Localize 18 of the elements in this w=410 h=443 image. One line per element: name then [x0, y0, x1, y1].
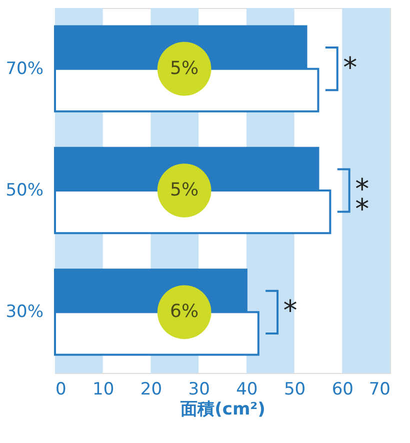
y-tick-label: 30% — [6, 302, 44, 322]
x-tick-label: 0 — [56, 380, 66, 400]
x-tick-label: 60 — [332, 380, 354, 400]
x-tick-label: 20 — [140, 380, 162, 400]
y-tick-label: 50% — [6, 180, 44, 200]
x-tick-label: 70 — [368, 380, 390, 400]
y-tick-label: 70% — [6, 58, 44, 79]
annotation: 5% — [170, 180, 199, 200]
annotation: * — [343, 50, 358, 84]
x-tick-label: 30 — [188, 380, 210, 400]
annotation: 6% — [170, 301, 199, 322]
annotation: 5% — [170, 58, 199, 79]
x-tick-label: 10 — [92, 380, 114, 400]
x-tick-label: 40 — [236, 380, 258, 400]
annotation: ** — [355, 172, 370, 226]
x-tick-label: 50 — [284, 380, 306, 400]
x-axis-title: 面積(cm²) — [180, 400, 266, 420]
annotation: * — [283, 294, 298, 328]
